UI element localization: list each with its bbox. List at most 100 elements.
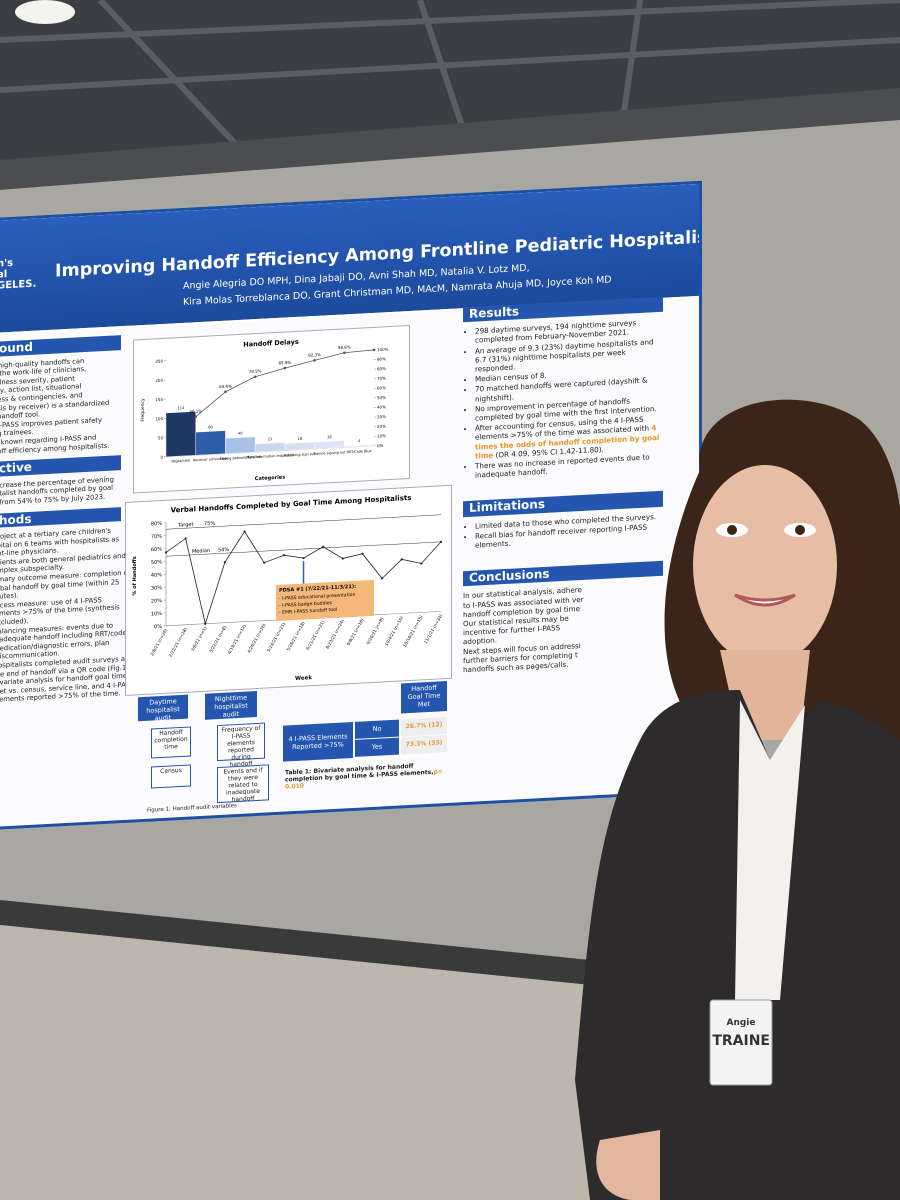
y-tick-label: 70% [151,534,162,541]
chart-box: Verbal Handoffs Completed by Goal Time A… [125,484,452,696]
badge-name: Angie [726,1018,755,1028]
bar [314,440,345,450]
face [693,465,837,665]
data-point [204,622,207,625]
data-point [243,530,246,533]
cumulative-point [194,415,198,419]
cumulative-point [224,390,227,394]
x-tick-label: RRT/Code Blue [347,449,372,454]
y-tick-label: 100 [155,416,163,421]
y-tick-label: 250 [155,358,163,363]
x-tick-label: Trainee signing out [312,450,346,456]
bar-value-label: 21 [268,437,273,441]
bar-value-label: 114 [177,406,185,410]
reference-value: 54% [218,547,229,554]
y-tick-label: 200 [155,378,163,383]
cumulative-point [253,375,257,379]
cumulative-point [313,359,316,362]
data-point [302,556,305,560]
ceiling-trusses [0,0,900,173]
data-point [322,545,325,548]
pupil [727,525,737,535]
annotation-box [276,579,374,622]
y2-tick-label: 100% [377,347,389,353]
cumulative-point [342,351,346,355]
data-point [263,561,266,564]
cumulative-label: 78.5% [249,368,262,374]
data-point [400,558,403,561]
y-tick-label: 30% [151,585,162,592]
cumulative-label: 98.6% [338,344,351,350]
data-point [380,577,384,580]
bar-value-label: 60 [208,425,213,429]
bar-value-label: 18 [327,435,332,439]
x-axis-label: Categories [255,475,285,483]
smile [734,593,796,607]
y-tick-label: 50% [151,559,162,566]
data-point [164,551,168,554]
y2-tick-label: 70% [377,376,386,381]
reference-line [166,514,441,530]
y-tick-label: 150 [155,397,163,402]
badge-role: TRAINE [712,1033,770,1049]
y2-tick-label: 60% [377,385,386,390]
cumulative-label: 92.3% [308,352,321,358]
shirt [735,700,805,1000]
y2-tick-label: 40% [377,404,386,409]
x-tick-label: Receiving sign out [284,452,316,458]
poster: n's al GELES. Improving Handoff Efficiency… [0,180,702,830]
data-point [420,562,423,565]
y-tick-label: 20% [151,598,162,605]
hand [596,1130,660,1200]
run-chart: Verbal Handoffs Completed by Goal Time A… [132,494,444,682]
data-point [361,552,364,555]
data-point [223,561,227,564]
y2-tick-label: 0% [377,443,384,448]
wall-base [0,900,590,985]
bar-value-label: 4 [358,439,361,443]
y-tick-label: 80% [151,521,162,528]
pupil [795,525,805,535]
y-tick-label: 50 [158,435,164,440]
data-point [439,540,443,543]
reference-value: 75% [204,521,215,528]
y2-tick-label: 10% [377,433,386,438]
ceiling-light [15,0,75,24]
cumulative-point [372,348,376,352]
reference-label: Target [177,522,193,529]
x-axis-label: Week [295,675,312,682]
chart-box: Handoff Delays Frequency Categories 0 50 100 1… [133,324,410,494]
pareto-chart: Handoff Delays Frequency Categories 0 50 100 1… [140,338,389,483]
wall-trim [0,88,900,190]
y2-tick-label: 20% [377,424,386,429]
x-tick-label: Receiver arrived late [193,457,228,463]
y-axis-label: Frequency [140,398,146,422]
y2-tick-label: 50% [377,395,386,400]
cumulative-label: 40.1% [189,408,202,414]
y-tick-label: 40% [151,572,162,579]
x-tick-label: Pages/calls [172,458,191,463]
data-point [184,537,187,540]
x-tick-label: More information requested [246,453,293,459]
reference-line [166,541,441,557]
y-axis-label: % of Handoffs [132,556,138,596]
annotation-line: - EMR I-PASS handoff tool [279,607,337,616]
chart-title: Handoff Delays [243,338,299,349]
annotation-line: - I-PASS educational presentation [279,592,355,602]
bar-value-label: 40 [238,431,243,435]
annotation-line: - I-PASS badge buddies [279,600,333,609]
cumulative-label: 64.4% [219,383,232,389]
x-tick-label: Seeing patients/families [220,455,261,461]
y-tick-label: 0 [160,454,163,459]
cumulative-label: 85.9% [279,360,292,366]
y2-tick-label: 30% [377,414,386,419]
floor [0,925,620,1200]
y-tick-label: 60% [151,547,162,554]
badge [709,999,773,1086]
data-point [282,554,285,557]
data-point [341,557,344,560]
